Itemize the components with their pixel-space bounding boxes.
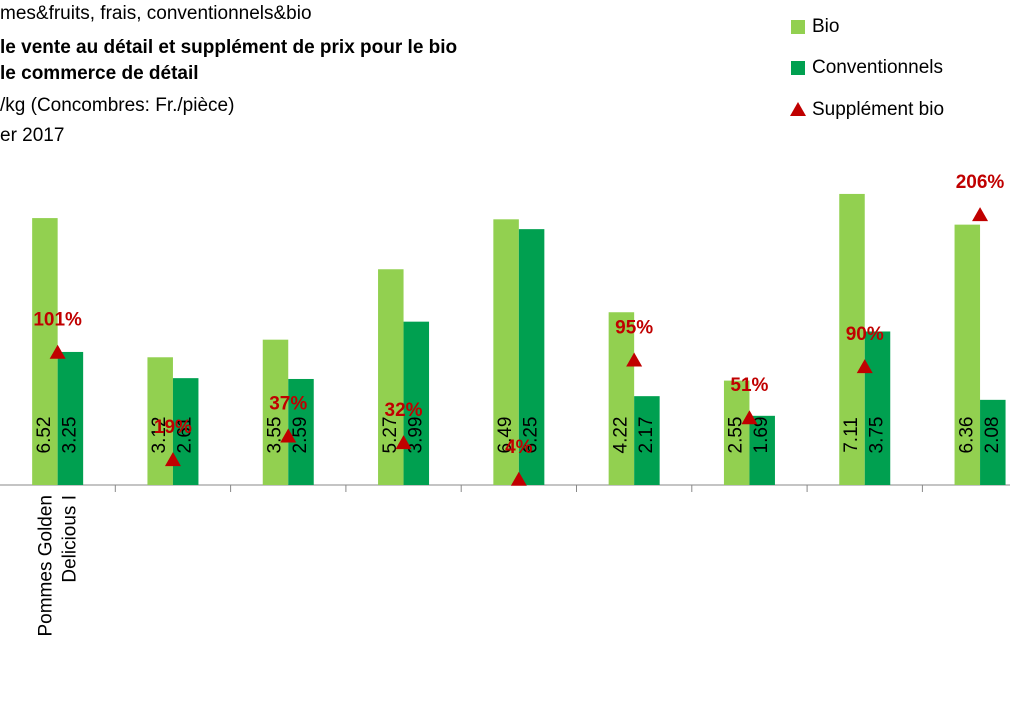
label-line: Delicious I bbox=[60, 495, 81, 583]
title-line: /kg (Concombres: Fr./pièce) bbox=[0, 95, 234, 116]
data-label: 6.49 bbox=[495, 417, 516, 454]
data-label: 2.55 bbox=[726, 417, 747, 454]
data-label: 3.99 bbox=[405, 417, 426, 454]
bar bbox=[262, 339, 289, 485]
bar bbox=[518, 229, 545, 485]
bar bbox=[288, 378, 314, 485]
data-label: 3.75 bbox=[867, 417, 888, 454]
title-line: er 2017 bbox=[0, 125, 64, 146]
data-label: 19% bbox=[154, 417, 192, 438]
bar bbox=[839, 193, 865, 485]
marker bbox=[510, 471, 527, 486]
data-label: 2.17 bbox=[636, 417, 657, 454]
legend-marker bbox=[790, 102, 806, 116]
data-label: 5.27 bbox=[380, 417, 401, 454]
data-label: 3.55 bbox=[265, 417, 286, 454]
bar bbox=[403, 321, 430, 485]
data-label: 7.11 bbox=[841, 417, 862, 453]
data-label: 4.22 bbox=[610, 417, 631, 454]
label-line: Pommes Golden bbox=[36, 495, 57, 637]
title-line: le vente au détail et supplément de prix… bbox=[0, 37, 457, 58]
bar bbox=[980, 399, 1006, 485]
bar bbox=[634, 396, 660, 485]
legend-label: Conventionnels bbox=[812, 57, 943, 78]
data-label: 2.59 bbox=[290, 417, 311, 454]
data-label: 6.25 bbox=[521, 417, 542, 454]
data-label: 2.08 bbox=[982, 417, 1003, 454]
bar bbox=[954, 224, 981, 485]
marker bbox=[280, 428, 297, 443]
data-label: 206% bbox=[956, 172, 1005, 193]
legend-swatch bbox=[791, 61, 805, 75]
data-label: 37% bbox=[269, 394, 307, 415]
x-tick-label: Pommes Golden Delicious I bbox=[36, 495, 81, 637]
data-label: 4% bbox=[505, 437, 533, 458]
data-label: 90% bbox=[846, 324, 884, 345]
marker bbox=[49, 344, 66, 359]
data-label: 3.25 bbox=[59, 417, 80, 454]
data-label: 1.69 bbox=[751, 417, 772, 454]
marker bbox=[626, 352, 643, 367]
bar bbox=[172, 378, 199, 485]
bar bbox=[723, 380, 750, 485]
bar bbox=[32, 218, 58, 485]
legend-label: Bio bbox=[812, 16, 839, 37]
marker bbox=[741, 410, 758, 425]
data-label: 32% bbox=[385, 400, 423, 421]
data-label: 3.12 bbox=[149, 417, 170, 454]
marker bbox=[972, 207, 989, 222]
marker bbox=[395, 435, 412, 450]
title-line: mes&fruits, frais, conventionnels&bio bbox=[0, 3, 312, 24]
data-label: 2.61 bbox=[175, 417, 196, 454]
data-label: 6.36 bbox=[956, 417, 977, 454]
data-label: 51% bbox=[730, 375, 768, 396]
data-label: 6.52 bbox=[34, 417, 55, 454]
legend-swatch bbox=[791, 20, 805, 34]
legend-label: Supplément bio bbox=[812, 99, 944, 120]
data-label: 101% bbox=[33, 310, 82, 331]
marker bbox=[164, 452, 181, 467]
data-label: 95% bbox=[615, 318, 653, 339]
bar bbox=[864, 331, 891, 485]
bar bbox=[57, 351, 84, 485]
bar bbox=[608, 312, 635, 485]
marker bbox=[856, 359, 873, 374]
bar bbox=[749, 415, 775, 485]
title-line: le commerce de détail bbox=[0, 63, 199, 84]
bar bbox=[493, 219, 519, 486]
